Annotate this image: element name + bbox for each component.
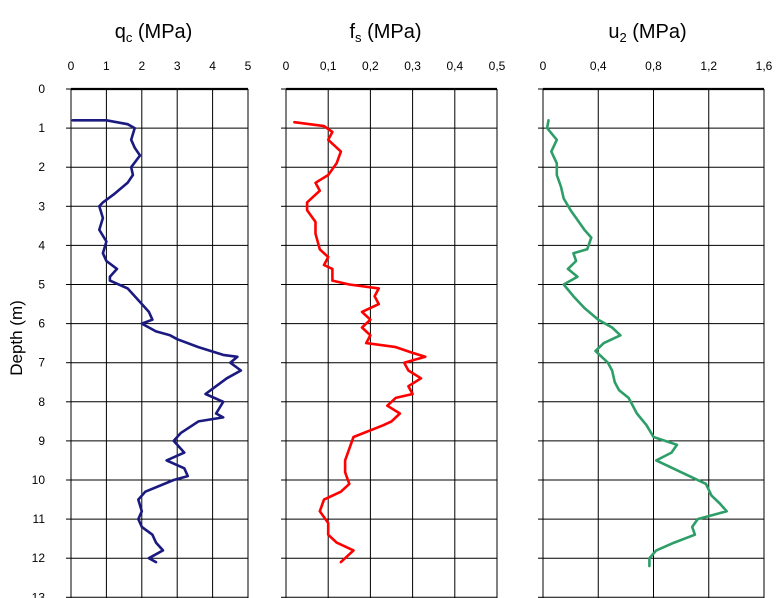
series-line-u2: [545, 119, 729, 568]
panel-title-unit: (MPa): [627, 21, 687, 43]
panel-title-main: f: [349, 21, 355, 43]
panel-title-subscript: c: [126, 30, 133, 45]
depth-tick-label: 2: [38, 160, 45, 174]
depth-tick-label: 4: [38, 238, 45, 252]
panel-qc: qc (MPa) 0 1 2 3 4 5: [66, 21, 252, 598]
panel-title-main: q: [115, 21, 126, 43]
x-tick-label: 0: [283, 59, 290, 73]
panel-title-subscript: s: [355, 30, 362, 45]
panel-u2: u2 (MPa) 0 0,4 0,8 1,2 1,6: [538, 21, 773, 598]
x-tick-label: 0: [540, 59, 547, 73]
x-tick-label: 3: [174, 59, 181, 73]
depth-tick-label: 8: [38, 395, 45, 409]
x-tick-label: 2: [138, 59, 145, 73]
x-tick-label: 0,3: [404, 59, 421, 73]
series-line-qc: [71, 119, 243, 564]
series-line-fs: [293, 120, 427, 564]
x-tick-label: 4: [209, 59, 216, 73]
panel-title-subscript: 2: [619, 30, 626, 45]
x-tick-label: 5: [245, 59, 252, 73]
depth-tick-label: 7: [38, 356, 45, 370]
x-tick-label: 0,2: [362, 59, 379, 73]
depth-tick-label: 13: [32, 590, 46, 598]
x-tick-label: 0,4: [446, 59, 463, 73]
x-tick-label: 1,2: [700, 59, 717, 73]
depth-tick-label: 9: [38, 434, 45, 448]
x-tick-label: 1,6: [756, 59, 773, 73]
depth-tick-label: 3: [38, 199, 45, 213]
x-tick-label: 0,4: [590, 59, 607, 73]
x-tick-label: 0,8: [645, 59, 662, 73]
depth-tick-label: 12: [32, 551, 46, 565]
depth-tick-label: 1: [38, 121, 45, 135]
y-axis-label: Depth (m): [7, 300, 26, 376]
panel-title-fs: fs (MPa): [349, 21, 421, 45]
panel-title-qc: qc (MPa): [115, 21, 193, 45]
depth-tick-label: 6: [38, 317, 45, 331]
x-tick-label: 0,5: [489, 59, 506, 73]
panel-title-u2: u2 (MPa): [608, 21, 686, 45]
x-tick-label: 0,1: [320, 59, 337, 73]
depth-tick-label: 5: [38, 278, 45, 292]
panel-title-main: u: [608, 21, 619, 43]
depth-tick-label: 11: [33, 512, 46, 526]
x-tick-label: 1: [103, 59, 110, 73]
panels: qc (MPa)0 1 2 3 4 5fs (MPa)0 0,1 0,2 0,3 0,4 0,5u2…: [66, 21, 773, 598]
panel-fs: fs (MPa) 0 0,1 0,2 0,3 0,4 0,5: [281, 21, 506, 598]
depth-tick-label: 0: [38, 82, 45, 96]
x-tick-label: 0: [68, 59, 75, 73]
depth-tick-label: 10: [32, 473, 46, 487]
panel-title-unit: (MPa): [362, 21, 422, 43]
panel-title-unit: (MPa): [132, 21, 192, 43]
